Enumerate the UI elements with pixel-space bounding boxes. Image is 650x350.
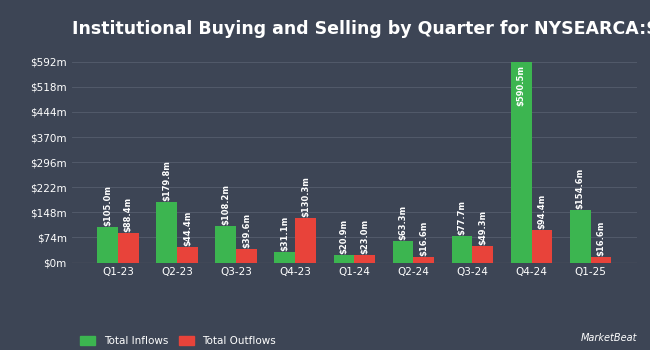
Bar [354,255,375,262]
Bar [473,246,493,262]
Bar [393,241,413,262]
Legend: Total Inflows, Total Outflows: Total Inflows, Total Outflows [77,333,280,349]
Bar [236,249,257,262]
Text: $590.5m: $590.5m [517,65,526,106]
Text: Institutional Buying and Selling by Quarter for NYSEARCA:SPSB: Institutional Buying and Selling by Quar… [72,20,650,38]
Text: $23.0m: $23.0m [360,218,369,254]
Bar [274,252,295,262]
Text: $39.6m: $39.6m [242,213,251,248]
Bar [215,226,236,262]
Text: MarketBeat: MarketBeat [580,333,637,343]
Text: $154.6m: $154.6m [576,168,585,209]
Text: $77.7m: $77.7m [458,200,467,235]
Bar [511,62,532,262]
Bar [413,257,434,262]
Text: $88.4m: $88.4m [124,196,133,231]
Bar [570,210,591,262]
Bar [591,257,611,262]
Text: $16.6m: $16.6m [419,220,428,256]
Text: $179.8m: $179.8m [162,160,171,201]
Text: $130.3m: $130.3m [301,176,310,217]
Bar [333,256,354,262]
Bar [177,247,198,262]
Bar [98,227,118,262]
Bar [156,202,177,262]
Text: $108.2m: $108.2m [221,184,230,225]
Bar [118,232,138,262]
Bar [532,231,552,262]
Bar [295,218,316,262]
Text: $16.6m: $16.6m [597,220,605,256]
Text: $20.9m: $20.9m [339,219,348,254]
Text: $31.1m: $31.1m [280,216,289,251]
Text: $94.4m: $94.4m [538,194,547,230]
Bar [452,236,473,262]
Text: $63.3m: $63.3m [398,205,408,240]
Text: $105.0m: $105.0m [103,185,112,226]
Text: $44.4m: $44.4m [183,211,192,246]
Text: $49.3m: $49.3m [478,210,488,245]
